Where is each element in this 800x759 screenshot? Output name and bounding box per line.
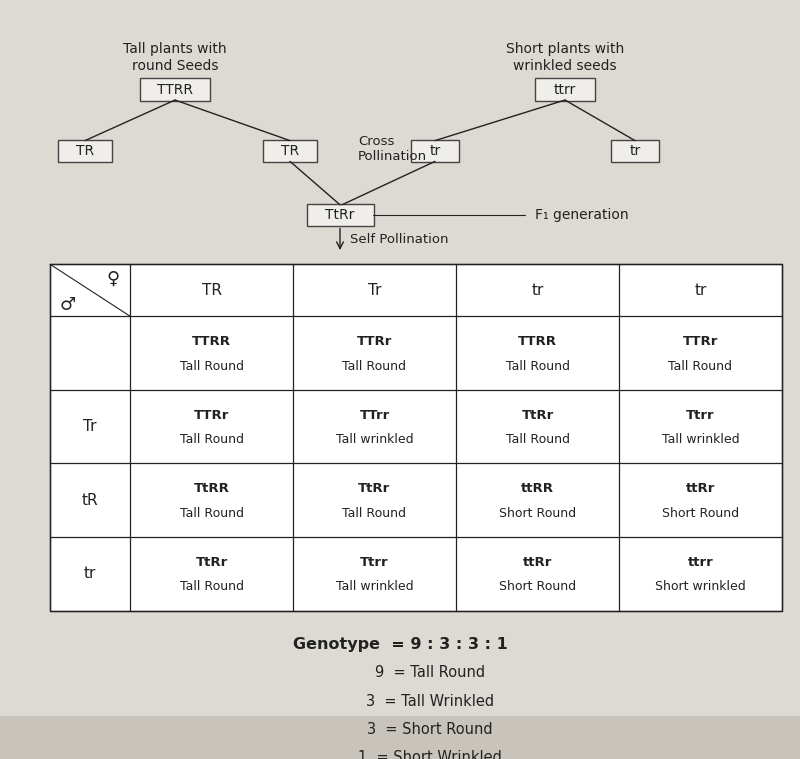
Text: TTRr: TTRr bbox=[194, 409, 229, 422]
FancyBboxPatch shape bbox=[263, 140, 317, 162]
Text: 1  = Short Wrinkled: 1 = Short Wrinkled bbox=[358, 750, 502, 759]
FancyBboxPatch shape bbox=[58, 140, 112, 162]
FancyBboxPatch shape bbox=[611, 140, 659, 162]
FancyBboxPatch shape bbox=[306, 204, 374, 226]
Text: TTRr: TTRr bbox=[357, 335, 392, 348]
Text: Self Pollination: Self Pollination bbox=[350, 233, 449, 246]
Text: tr: tr bbox=[531, 282, 544, 298]
Text: tr: tr bbox=[84, 566, 96, 581]
Text: TtRr: TtRr bbox=[195, 556, 228, 569]
Text: TTRR: TTRR bbox=[518, 335, 557, 348]
Text: Tall Round: Tall Round bbox=[179, 581, 243, 594]
Text: Short Round: Short Round bbox=[499, 507, 576, 520]
Text: TtRr: TtRr bbox=[358, 483, 390, 496]
Text: Tall plants with
round Seeds: Tall plants with round Seeds bbox=[123, 43, 227, 73]
Text: 3  = Short Round: 3 = Short Round bbox=[367, 722, 493, 737]
Text: F₁ generation: F₁ generation bbox=[535, 208, 629, 222]
Text: Short wrinkled: Short wrinkled bbox=[655, 581, 746, 594]
Text: Genotype  = 9 : 3 : 3 : 1: Genotype = 9 : 3 : 3 : 1 bbox=[293, 637, 507, 652]
Text: Tall Round: Tall Round bbox=[179, 507, 243, 520]
Text: TtRr: TtRr bbox=[522, 409, 554, 422]
Text: TR: TR bbox=[281, 144, 299, 158]
Text: tr: tr bbox=[430, 144, 441, 158]
FancyBboxPatch shape bbox=[411, 140, 459, 162]
Text: Ttrr: Ttrr bbox=[360, 556, 389, 569]
Text: Short Round: Short Round bbox=[499, 581, 576, 594]
Text: TtRR: TtRR bbox=[194, 483, 230, 496]
Text: Cross
Pollination: Cross Pollination bbox=[358, 135, 427, 163]
Text: TR: TR bbox=[76, 144, 94, 158]
Text: Tall wrinkled: Tall wrinkled bbox=[336, 581, 414, 594]
Text: 9  = Tall Round: 9 = Tall Round bbox=[375, 666, 485, 680]
FancyBboxPatch shape bbox=[140, 78, 210, 101]
Text: ttRR: ttRR bbox=[521, 483, 554, 496]
Text: Tr: Tr bbox=[83, 419, 97, 434]
Text: Tall wrinkled: Tall wrinkled bbox=[336, 433, 414, 446]
Text: tr: tr bbox=[694, 282, 706, 298]
FancyBboxPatch shape bbox=[535, 78, 595, 101]
Text: ttRr: ttRr bbox=[523, 556, 552, 569]
Text: ttrr: ttrr bbox=[688, 556, 714, 569]
Text: 3  = Tall Wrinkled: 3 = Tall Wrinkled bbox=[366, 694, 494, 709]
Bar bbox=[50, 264, 782, 610]
Text: Tall Round: Tall Round bbox=[506, 433, 570, 446]
Text: Tall Round: Tall Round bbox=[342, 507, 406, 520]
Text: ♂: ♂ bbox=[60, 296, 76, 313]
Text: Tall Round: Tall Round bbox=[179, 360, 243, 373]
Text: Tall Round: Tall Round bbox=[506, 360, 570, 373]
Text: ♀: ♀ bbox=[107, 269, 120, 288]
Text: TTrr: TTrr bbox=[359, 409, 390, 422]
Text: TTRr: TTRr bbox=[683, 335, 718, 348]
Text: Short plants with
wrinkled seeds: Short plants with wrinkled seeds bbox=[506, 43, 624, 73]
Text: TtRr: TtRr bbox=[326, 208, 354, 222]
Text: TTRR: TTRR bbox=[192, 335, 231, 348]
Text: Tall Round: Tall Round bbox=[179, 433, 243, 446]
Text: tR: tR bbox=[82, 493, 98, 508]
Text: Tall wrinkled: Tall wrinkled bbox=[662, 433, 739, 446]
Text: ttRr: ttRr bbox=[686, 483, 715, 496]
Text: tr: tr bbox=[630, 144, 641, 158]
Text: TTRR: TTRR bbox=[157, 83, 193, 96]
Text: ttrr: ttrr bbox=[554, 83, 576, 96]
Text: Tall Round: Tall Round bbox=[669, 360, 733, 373]
Text: Short Round: Short Round bbox=[662, 507, 739, 520]
Text: Ttrr: Ttrr bbox=[686, 409, 715, 422]
Text: TR: TR bbox=[202, 282, 222, 298]
Text: Tr: Tr bbox=[368, 282, 382, 298]
Text: Tall Round: Tall Round bbox=[342, 360, 406, 373]
